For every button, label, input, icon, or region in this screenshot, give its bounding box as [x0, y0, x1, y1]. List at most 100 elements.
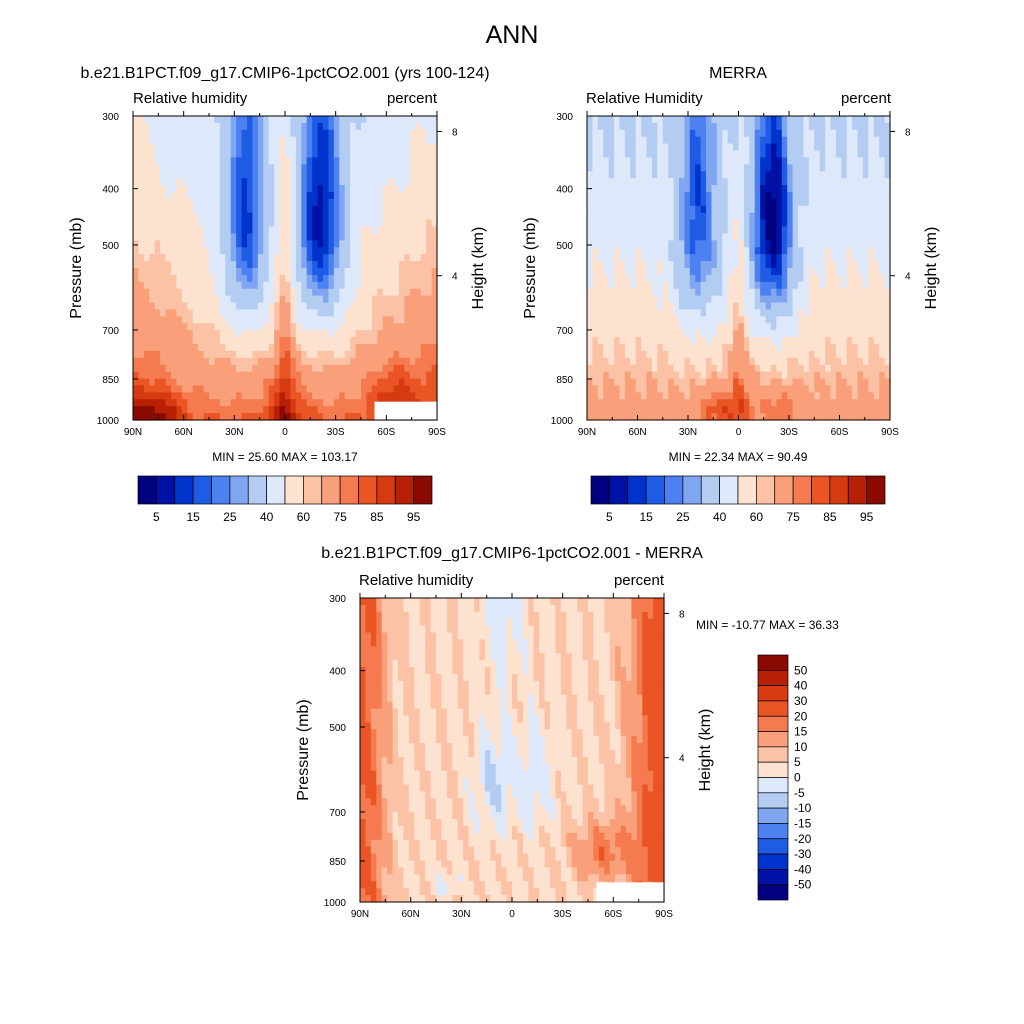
- field-cell: [765, 198, 772, 207]
- field-cell: [225, 330, 232, 338]
- field-cell: [409, 385, 416, 393]
- field-cell: [149, 350, 156, 359]
- field-cell: [662, 302, 669, 311]
- field-cell: [285, 164, 292, 172]
- field-cell: [290, 344, 297, 352]
- field-cell: [765, 171, 772, 179]
- field-cell: [825, 309, 832, 317]
- field-cell: [733, 247, 740, 255]
- field-cell: [706, 344, 713, 352]
- field-cell: [651, 288, 658, 297]
- field-cell: [754, 178, 761, 186]
- field-cell: [247, 323, 254, 331]
- field-cell: [241, 233, 248, 241]
- field-cell: [209, 122, 216, 131]
- field-cell: [187, 219, 194, 228]
- field-cell: [323, 281, 330, 290]
- field-cell: [149, 129, 156, 138]
- field-cell: [592, 205, 599, 214]
- field-cell: [722, 219, 729, 228]
- field-cell: [388, 129, 395, 138]
- field-cell: [171, 219, 178, 228]
- field-cell: [668, 281, 675, 290]
- field-cell: [160, 309, 167, 317]
- field-cell: [722, 129, 729, 138]
- field-cell: [857, 205, 864, 214]
- field-cell: [798, 198, 805, 207]
- field-cell: [154, 392, 161, 400]
- field-cell: [722, 323, 729, 331]
- field-cell: [181, 254, 188, 262]
- field-cell: [668, 344, 675, 352]
- field-cell: [792, 157, 799, 165]
- field-cell: [214, 136, 221, 145]
- field-cell: [819, 337, 826, 345]
- field-cell: [344, 247, 351, 255]
- field-cell: [862, 399, 869, 407]
- field-cell: [673, 350, 680, 359]
- field-cell: [651, 350, 658, 359]
- field-cell: [165, 392, 172, 400]
- field-cell: [835, 378, 842, 387]
- field-cell: [290, 316, 297, 324]
- field-cell: [328, 385, 335, 393]
- field-cell: [219, 268, 226, 276]
- field-cell: [230, 302, 237, 311]
- field-cell: [187, 240, 194, 248]
- field-cell: [198, 233, 205, 241]
- field-cell: [770, 268, 777, 276]
- field-cell: [377, 274, 384, 283]
- field-cell: [192, 122, 199, 131]
- field-cell: [209, 309, 216, 317]
- field-cell: [868, 378, 875, 387]
- field-cell: [344, 268, 351, 276]
- field-cell: [668, 226, 675, 235]
- field-cell: [668, 350, 675, 359]
- field-cell: [846, 371, 853, 380]
- field-cell: [630, 323, 637, 331]
- field-cell: [624, 274, 631, 283]
- field-cell: [209, 129, 216, 138]
- field-cell: [247, 399, 254, 407]
- field-cell: [361, 247, 368, 255]
- field-cell: [187, 309, 194, 317]
- field-cell: [426, 122, 433, 131]
- field-cell: [754, 371, 761, 380]
- field-cell: [339, 226, 346, 235]
- field-cell: [884, 198, 891, 207]
- field-cell: [344, 371, 351, 380]
- field-cell: [722, 178, 729, 186]
- field-cell: [399, 116, 406, 124]
- field-cell: [792, 344, 799, 352]
- field-cell: [662, 143, 669, 152]
- field-cell: [154, 143, 161, 152]
- field-cell: [684, 150, 691, 159]
- field-cell: [668, 129, 675, 138]
- field-cell: [722, 302, 729, 311]
- field-cell: [192, 371, 199, 380]
- field-cell: [743, 233, 750, 241]
- panel-obs: MERRA Relative Humidity percent 90N 60N 30…: [522, 65, 940, 524]
- field-cell: [214, 316, 221, 324]
- field-cell: [149, 157, 156, 165]
- field-cell: [743, 364, 750, 373]
- field-cell: [317, 378, 324, 387]
- field-cell: [333, 254, 340, 262]
- field-cell: [366, 302, 373, 311]
- field-cell: [835, 233, 842, 241]
- field-cell: [673, 281, 680, 290]
- field-cell: [884, 330, 891, 338]
- field-cell: [706, 212, 713, 221]
- field-cell: [371, 185, 378, 193]
- field-cell: [236, 198, 243, 207]
- field-cell: [268, 185, 275, 193]
- field-cell: [301, 240, 308, 248]
- field-cell: [879, 247, 886, 255]
- field-cell: [630, 192, 637, 200]
- field-cell: [393, 254, 400, 262]
- field-cell: [619, 122, 626, 131]
- field-cell: [673, 171, 680, 179]
- field-cell: [808, 254, 815, 262]
- field-cell: [738, 129, 745, 138]
- field-cell: [209, 378, 216, 387]
